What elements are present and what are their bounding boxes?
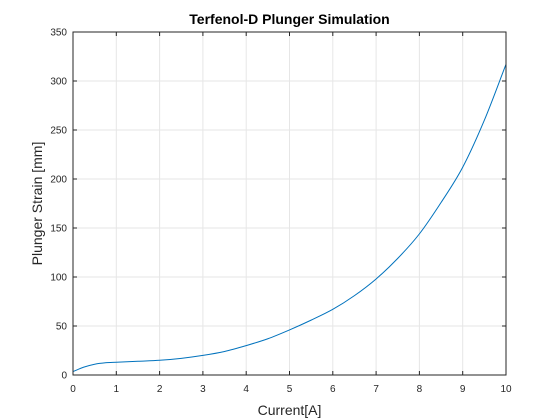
y-axis-label: Plunger Strain [mm] (29, 142, 45, 266)
x-tick-label: 1 (114, 384, 120, 395)
x-tick-label: 10 (500, 384, 512, 395)
x-tick-label: 4 (243, 384, 249, 395)
x-tick-label: 9 (460, 384, 466, 395)
grid (73, 32, 506, 375)
y-tick-label: 50 (56, 322, 68, 333)
series-group (72, 64, 507, 373)
y-tick-label: 0 (61, 371, 67, 382)
y-tick-label: 250 (50, 126, 67, 137)
x-tick-label: 3 (200, 384, 206, 395)
y-tick-label: 200 (50, 175, 67, 186)
x-tick-label: 8 (417, 384, 423, 395)
series-line (72, 64, 507, 373)
y-tick-label: 150 (50, 224, 67, 235)
chart-title: Terfenol-D Plunger Simulation (189, 11, 389, 27)
x-tick-label: 0 (70, 384, 76, 395)
x-tick-label: 2 (157, 384, 163, 395)
x-tick-label: 7 (373, 384, 379, 395)
x-tick-label: 6 (330, 384, 336, 395)
y-tick-label: 350 (50, 28, 67, 39)
x-axis-label: Current[A] (258, 402, 322, 418)
x-tick-label: 5 (287, 384, 293, 395)
y-tick-label: 300 (50, 77, 67, 88)
y-tick-label: 100 (50, 273, 67, 284)
